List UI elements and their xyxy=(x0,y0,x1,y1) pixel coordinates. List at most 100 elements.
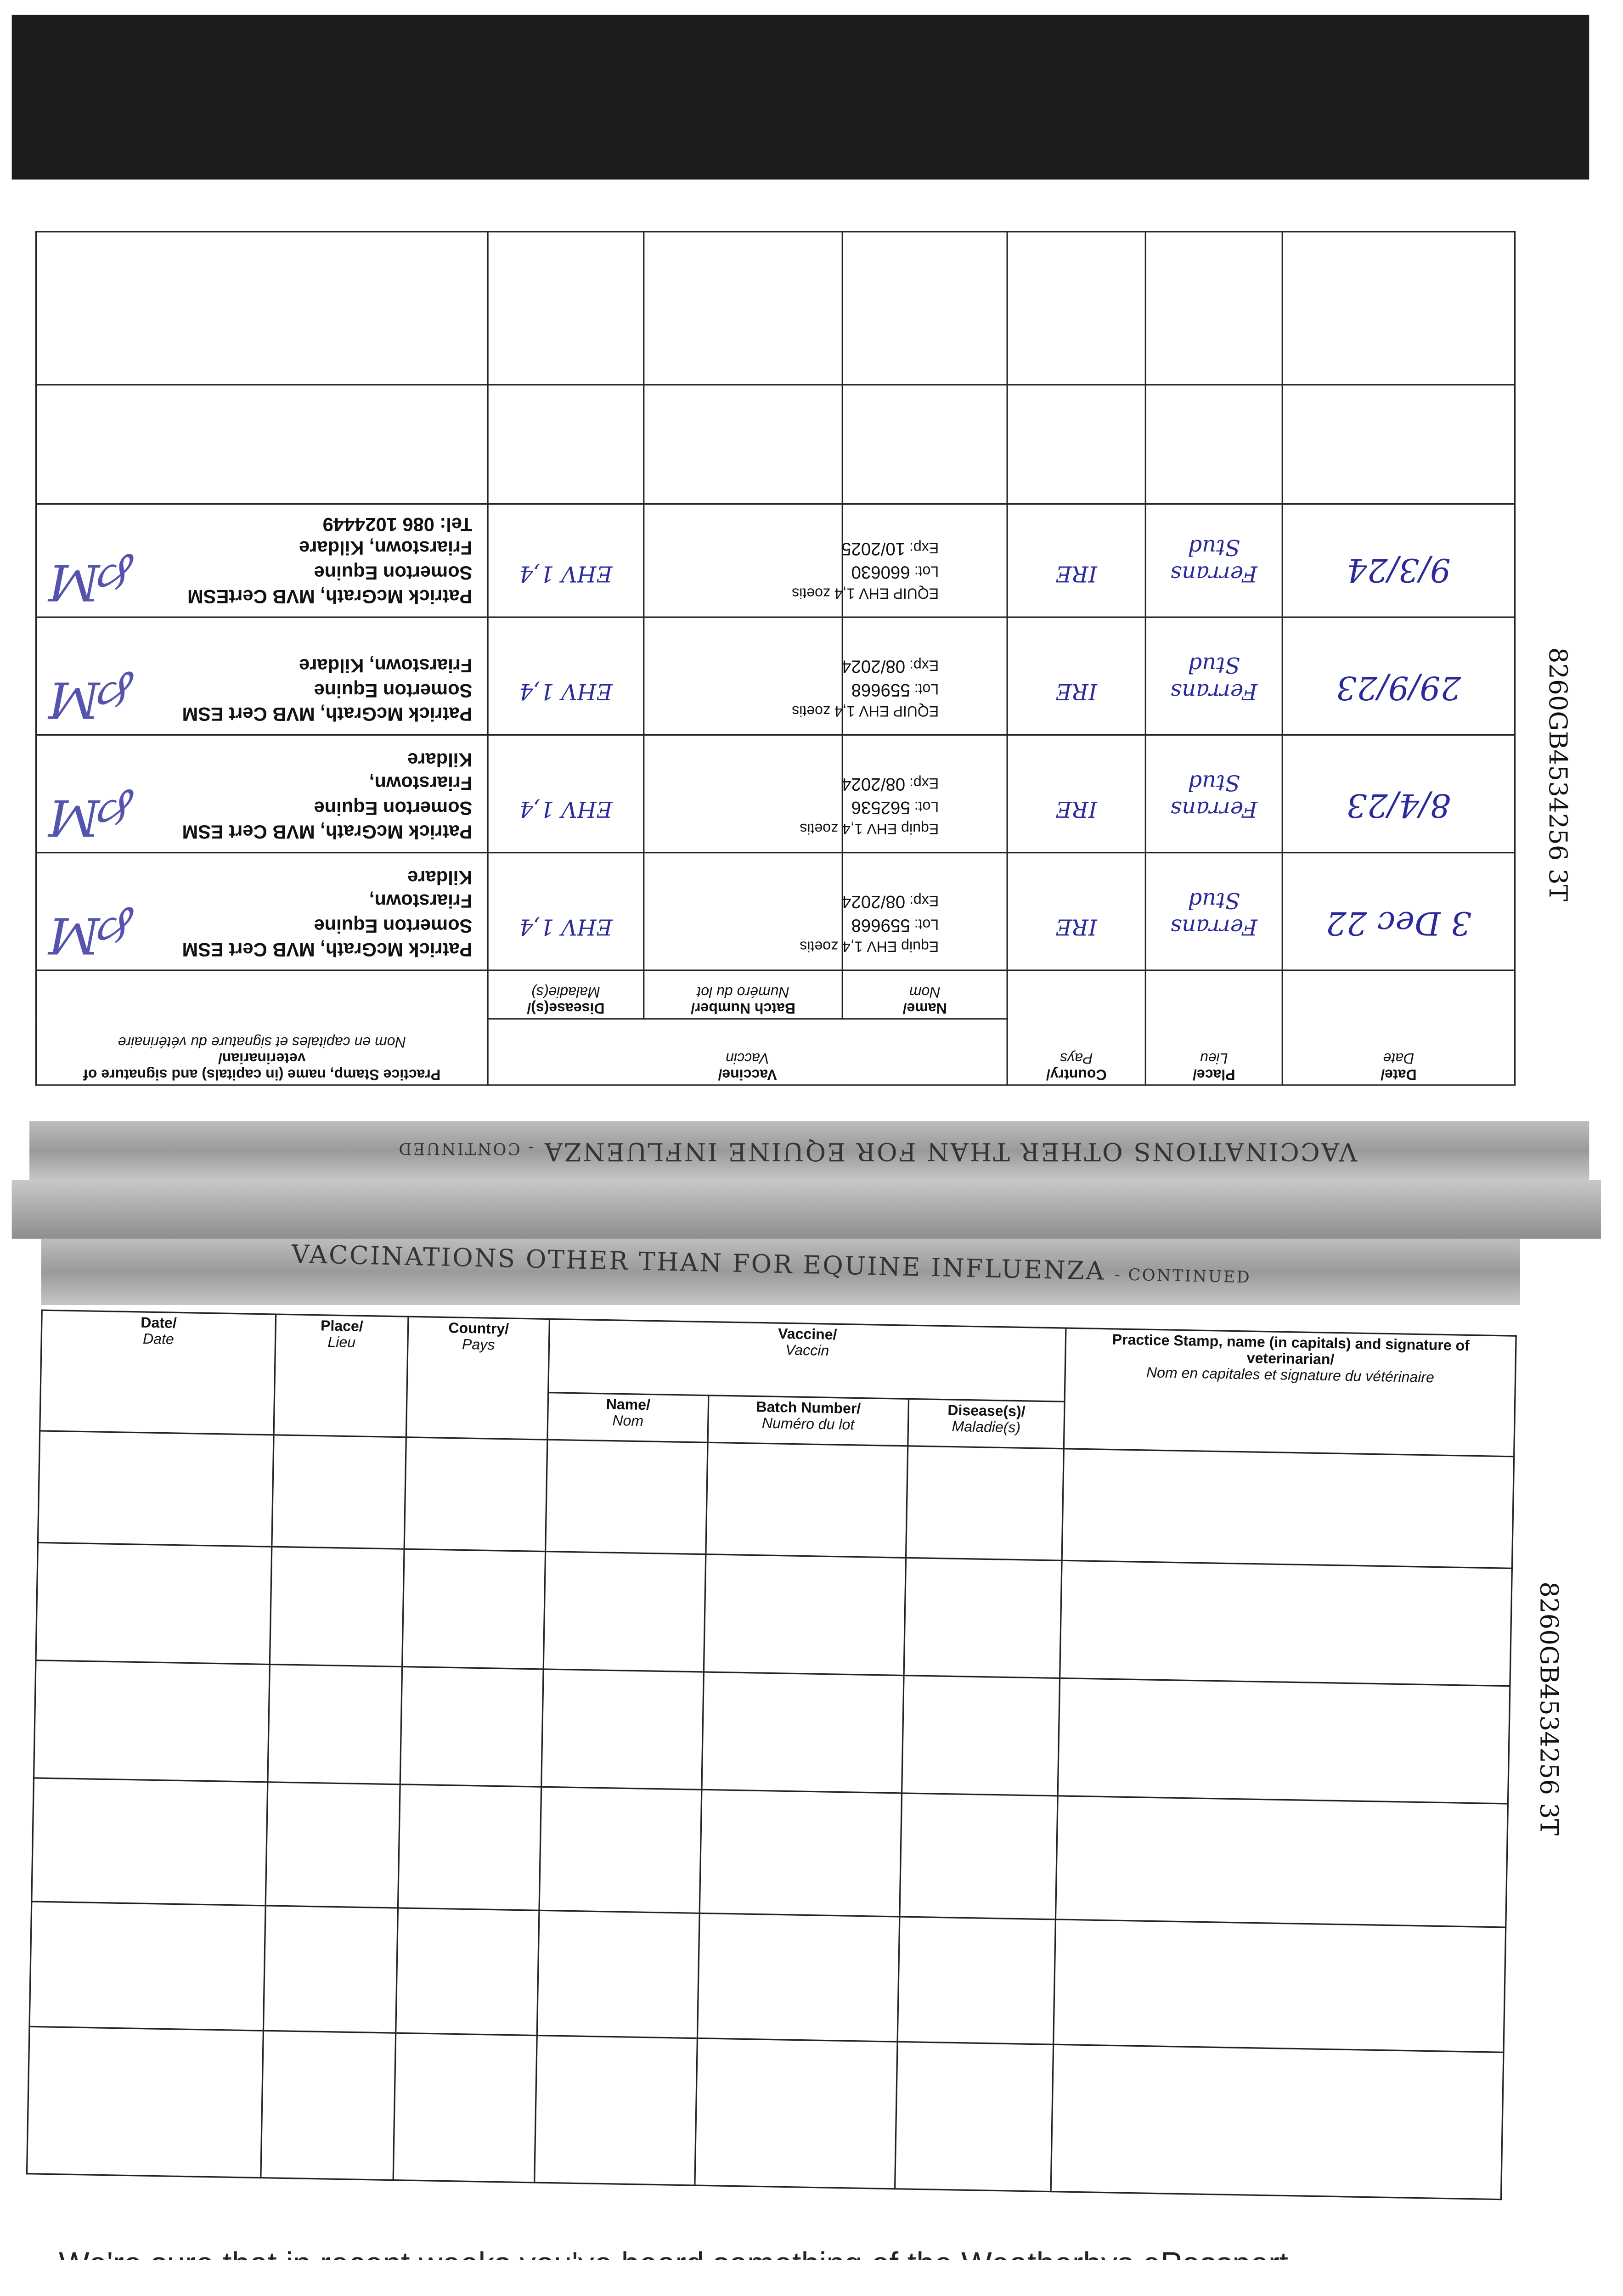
exp-label: Exp: xyxy=(909,539,939,556)
disease-cell: EHV 1,4 xyxy=(488,852,644,971)
empty-cell[interactable] xyxy=(545,1440,708,1554)
empty-cell[interactable] xyxy=(35,1542,272,1665)
exp-value: 10/2025 xyxy=(841,539,906,560)
empty-cell[interactable] xyxy=(270,1547,405,1667)
vaccination-table-upper: Date/Date Place/Lieu Country/Pays Vaccin… xyxy=(35,231,1516,1086)
signature: ℘M xyxy=(48,905,135,964)
country-cell: IRE xyxy=(1007,852,1146,971)
exp-label: Exp: xyxy=(909,774,939,791)
stamp-cell xyxy=(36,384,488,504)
empty-cell[interactable] xyxy=(404,1437,547,1552)
empty-cell[interactable] xyxy=(694,2038,898,2189)
empty-cell[interactable] xyxy=(393,2033,537,2183)
stamp-cell: Patrick McGrath, MVB Cert ESM Somerton Eq… xyxy=(36,852,488,971)
empty-cell[interactable] xyxy=(895,2042,1054,2192)
place-cell: Ferrans Stud xyxy=(1145,735,1283,853)
scan-black-band xyxy=(11,15,1589,180)
empty-cell[interactable] xyxy=(29,1902,266,2031)
empty-cell[interactable] xyxy=(902,1675,1060,1796)
vaccine-name-cell: Equip EHV 1,4 zoetis Lot: 559668 Exp: 08/2… xyxy=(800,852,1008,971)
empty-cell[interactable] xyxy=(1059,1560,1512,1686)
exp-label: Exp: xyxy=(909,657,939,673)
empty-cell[interactable] xyxy=(395,1908,540,2036)
place-value: Ferrans Stud xyxy=(1170,652,1258,705)
stamp-line: Kildare xyxy=(407,749,473,771)
empty-cell[interactable] xyxy=(904,1558,1062,1678)
fold-strip-lower: VACCINATIONS OTHER THAN FOR EQUINE INFLU… xyxy=(41,1238,1520,1305)
stamp-cell xyxy=(36,231,488,385)
country-value: IRE xyxy=(1055,560,1097,587)
disease-value: EHV 1,4 xyxy=(519,913,613,940)
date-cell xyxy=(1282,231,1515,385)
country-cell xyxy=(1007,384,1146,504)
empty-cell[interactable] xyxy=(1058,1678,1510,1804)
place-cell xyxy=(1145,231,1283,385)
disease-cell: EHV 1,4 xyxy=(488,735,644,853)
empty-cell[interactable] xyxy=(400,1666,544,1787)
empty-cell[interactable] xyxy=(260,2031,396,2180)
date-value: 29/9/23 xyxy=(1336,668,1461,705)
signature: ℘M xyxy=(48,551,135,611)
passport-id-upper: 8260GB4534256 3T xyxy=(1542,647,1572,901)
table-row xyxy=(27,2026,1504,2200)
empty-cell[interactable] xyxy=(899,1793,1058,1919)
header-country: Country/Pays xyxy=(406,1317,550,1440)
empty-cell[interactable] xyxy=(1053,1919,1506,2053)
lot-label: Lot: xyxy=(914,915,939,932)
empty-cell[interactable] xyxy=(543,1551,706,1672)
disease-cell xyxy=(488,384,644,504)
empty-cell[interactable] xyxy=(699,1790,902,1917)
empty-cell[interactable] xyxy=(537,1910,700,2038)
empty-cell[interactable] xyxy=(897,1916,1056,2045)
empty-cell[interactable] xyxy=(1055,1795,1508,1928)
header-vaccine: Vaccine/Vaccin xyxy=(488,1019,1008,1085)
empty-cell[interactable] xyxy=(34,1660,270,1782)
empty-cell[interactable] xyxy=(701,1672,904,1793)
empty-cell[interactable] xyxy=(38,1430,274,1547)
header-date: Date/Date xyxy=(39,1310,276,1435)
footer-text: We're sure that in recent weeks you've h… xyxy=(59,2239,1297,2260)
table-row xyxy=(29,1902,1506,2053)
empty-cell[interactable] xyxy=(263,1905,398,2033)
empty-cell[interactable] xyxy=(31,1778,268,1906)
table-row: 8/4/23 Ferrans Stud IRE Equip EHV 1,4 zoeti… xyxy=(36,735,1515,853)
vaccine-name-cell: Equip EHV 1,4 zoetis Lot: 562536 Exp: 08/2… xyxy=(800,735,1008,853)
place-value: Ferrans Stud xyxy=(1170,887,1258,940)
country-value: IRE xyxy=(1055,678,1097,705)
header-date: Date/Date xyxy=(1282,970,1515,1085)
header-disease: Disease(s)/Maladie(s) xyxy=(907,1399,1065,1449)
vaccine-name-cell: EQUIP EHV 1,4 zoetis Lot: 660630 Exp: 10/2… xyxy=(792,504,1008,618)
empty-cell[interactable] xyxy=(697,1913,900,2042)
disease-value: EHV 1,4 xyxy=(519,560,613,587)
lot-value: 559668 xyxy=(851,915,910,936)
page-fold xyxy=(11,1180,1601,1239)
header-batch: Batch Number/Numéro du lot xyxy=(643,970,843,1019)
empty-cell[interactable] xyxy=(541,1669,704,1790)
empty-cell[interactable] xyxy=(1062,1448,1514,1569)
empty-cell[interactable] xyxy=(1051,2044,1504,2200)
passport-id-lower: 8260GB4534256 3T xyxy=(1533,1581,1563,1836)
empty-cell[interactable] xyxy=(267,1664,402,1784)
empty-cell[interactable] xyxy=(704,1554,906,1676)
place-value: Ferrans Stud xyxy=(1170,534,1258,587)
empty-cell[interactable] xyxy=(534,2035,698,2186)
header-disease: Disease(s)/Maladie(s) xyxy=(488,970,644,1019)
empty-cell[interactable] xyxy=(271,1435,406,1549)
empty-cell[interactable] xyxy=(402,1549,546,1669)
header-stamp: Practice Stamp, name (in capitals) and s… xyxy=(1064,1328,1516,1457)
empty-cell[interactable] xyxy=(398,1784,541,1911)
exp-label: Exp: xyxy=(909,892,939,909)
table-row: 29/9/23 Ferrans Stud IRE EQUIP EHV 1,4 zoet… xyxy=(36,617,1515,735)
empty-cell[interactable] xyxy=(705,1442,908,1558)
date-value: 8/4/23 xyxy=(1346,785,1451,823)
lot-value: 559668 xyxy=(851,680,910,701)
empty-cell[interactable] xyxy=(27,2026,264,2178)
empty-cell[interactable] xyxy=(265,1782,400,1908)
empty-cell[interactable] xyxy=(539,1787,702,1913)
vaccine-sticker-name: Equip EHV 1,4 zoetis xyxy=(800,819,939,836)
lot-label: Lot: xyxy=(914,797,939,814)
disease-value: EHV 1,4 xyxy=(519,796,613,823)
stamp-line: Tel: 086 1024449 xyxy=(322,513,473,536)
empty-cell[interactable] xyxy=(906,1446,1064,1561)
lot-value: 562536 xyxy=(851,797,910,818)
